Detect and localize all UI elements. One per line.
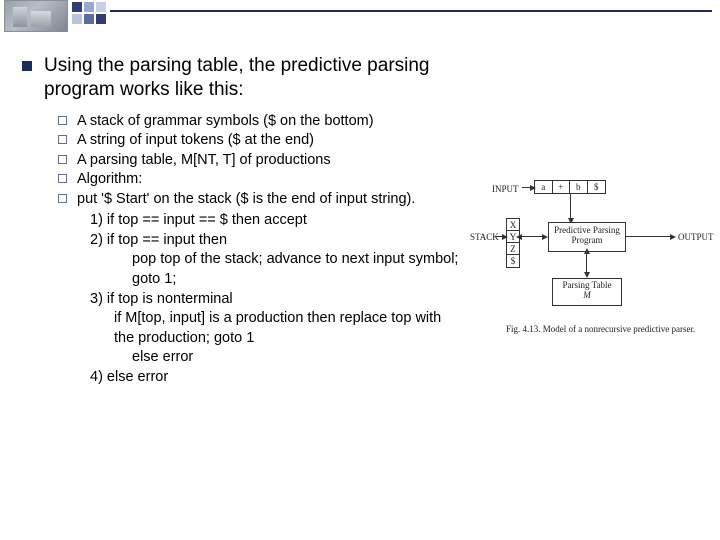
diagram-connector	[520, 236, 544, 237]
sub-bullet-text: A stack of grammar symbols ($ on the bot…	[77, 112, 460, 132]
hollow-square-icon	[58, 174, 67, 183]
stack-box: X Y Z $	[506, 218, 520, 268]
input-cell: +	[553, 181, 571, 193]
header-rule	[110, 10, 712, 12]
slide-header	[0, 0, 720, 36]
sub-bullet-text: A string of input tokens ($ at the end)	[77, 131, 460, 151]
sub-bullet: A string of input tokens ($ at the end)	[58, 131, 460, 151]
diagram-label-input: INPUT	[492, 184, 519, 194]
sub-bullet: Algorithm:	[58, 170, 460, 190]
header-square	[96, 2, 106, 12]
arrow-right-icon	[530, 185, 536, 191]
header-square	[72, 14, 82, 24]
header-square	[72, 2, 82, 12]
sub-bullet-text: A parsing table, M[NT, T] of productions	[77, 151, 460, 171]
diagram-connector	[570, 194, 571, 220]
algo-line: 2) if top == input then	[76, 231, 460, 251]
slide-body: Using the parsing table, the predictive …	[0, 54, 460, 387]
main-bullet: Using the parsing table, the predictive …	[22, 54, 460, 102]
arrow-right-icon	[502, 234, 508, 240]
sub-bullet-text: put '$ Start' on the stack ($ is the end…	[77, 190, 460, 210]
stack-cell: X	[507, 219, 519, 231]
arrow-up-icon	[584, 248, 590, 254]
algo-line: if M[top, input] is a production then re…	[76, 309, 460, 348]
figure-caption: Fig. 4.13. Model of a nonrecursive predi…	[506, 324, 695, 334]
sub-bullet: A parsing table, M[NT, T] of productions	[58, 151, 460, 171]
diagram-label-output: OUTPUT	[678, 232, 714, 242]
hollow-square-icon	[58, 135, 67, 144]
algo-line: 4) else error	[76, 368, 460, 388]
hollow-square-icon	[58, 194, 67, 203]
algo-line: pop top of the stack; advance to next in…	[76, 250, 460, 289]
sub-bullet-text: Algorithm:	[77, 170, 460, 190]
main-bullet-text: Using the parsing table, the predictive …	[44, 54, 460, 102]
sub-bullet: A stack of grammar symbols ($ on the bot…	[58, 112, 460, 132]
parser-diagram: INPUT a + b $ STACK X Y Z $ Predictive P…	[470, 178, 714, 358]
diagram-label-stack: STACK	[470, 232, 499, 242]
algo-line: 3) if top is nonterminal	[76, 290, 460, 310]
input-cell: $	[588, 181, 605, 193]
stack-cell: $	[507, 255, 519, 267]
header-square	[96, 14, 106, 24]
arrow-left-icon	[516, 234, 522, 240]
parsing-table-sub: M	[553, 291, 621, 301]
stack-cell: Z	[507, 243, 519, 255]
input-cell: a	[535, 181, 553, 193]
algorithm-block: 1) if top == input == $ then accept 2) i…	[76, 211, 460, 387]
input-cell: b	[570, 181, 588, 193]
header-square	[84, 14, 94, 24]
diagram-connector	[586, 252, 587, 274]
parsing-table-box: Parsing Table M	[552, 278, 622, 306]
hollow-square-icon	[58, 155, 67, 164]
arrow-right-icon	[670, 234, 676, 240]
hollow-square-icon	[58, 116, 67, 125]
algo-line: else error	[76, 348, 460, 368]
header-square	[84, 2, 94, 12]
diagram-connector	[626, 236, 672, 237]
algo-line: 1) if top == input == $ then accept	[76, 211, 460, 231]
sub-bullet: put '$ Start' on the stack ($ is the end…	[58, 190, 460, 210]
bullet-square-icon	[22, 61, 32, 71]
header-thumbnail	[4, 0, 68, 32]
sub-bullet-list: A stack of grammar symbols ($ on the bot…	[58, 112, 460, 388]
input-tape: a + b $	[534, 180, 606, 194]
